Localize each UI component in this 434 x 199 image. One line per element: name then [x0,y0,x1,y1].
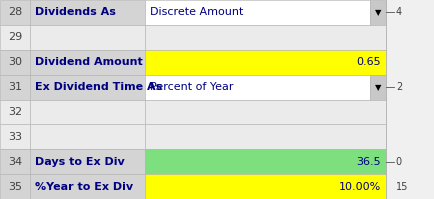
Text: ▼: ▼ [375,8,381,17]
Text: 4: 4 [396,7,402,18]
Bar [30,100,145,124]
Bar [30,0,145,25]
Text: ▼: ▼ [375,83,381,92]
Text: %Year to Ex Div: %Year to Ex Div [35,181,133,192]
Text: 36.5: 36.5 [356,157,381,167]
Bar [0,149,30,174]
Bar [0,124,30,149]
Bar [30,25,145,50]
Bar [145,149,386,174]
Text: 0: 0 [396,157,402,167]
Text: 29: 29 [8,32,22,42]
Bar [145,124,386,149]
Text: Percent of Year: Percent of Year [150,82,233,92]
Text: Discrete Amount: Discrete Amount [150,7,243,18]
Text: 28: 28 [8,7,22,18]
Bar [386,0,434,199]
Text: 30: 30 [8,57,22,67]
Text: 35: 35 [8,181,22,192]
Bar [0,75,30,100]
Text: Dividend Amount: Dividend Amount [35,57,142,67]
Text: Ex Dividend Time As: Ex Dividend Time As [35,82,162,92]
Bar [145,50,386,75]
Bar [0,0,30,25]
Bar [145,0,370,25]
Bar [30,149,145,174]
Text: Dividends As: Dividends As [35,7,115,18]
Text: Days to Ex Div: Days to Ex Div [35,157,125,167]
Text: 32: 32 [8,107,22,117]
Text: 33: 33 [8,132,22,142]
Bar [30,50,145,75]
Bar [145,75,370,100]
Bar [0,100,30,124]
Bar [145,100,386,124]
Text: 31: 31 [8,82,22,92]
Bar [30,75,145,100]
Bar [145,25,386,50]
Bar [30,124,145,149]
Bar [370,75,386,100]
Bar [0,25,30,50]
Text: 0.65: 0.65 [356,57,381,67]
Bar [0,174,30,199]
Text: 2: 2 [396,82,402,92]
Text: 34: 34 [8,157,22,167]
Bar [30,174,145,199]
Bar [370,0,386,25]
Bar [145,174,386,199]
Bar [0,50,30,75]
Text: 10.00%: 10.00% [339,181,381,192]
Text: 15: 15 [396,181,408,192]
